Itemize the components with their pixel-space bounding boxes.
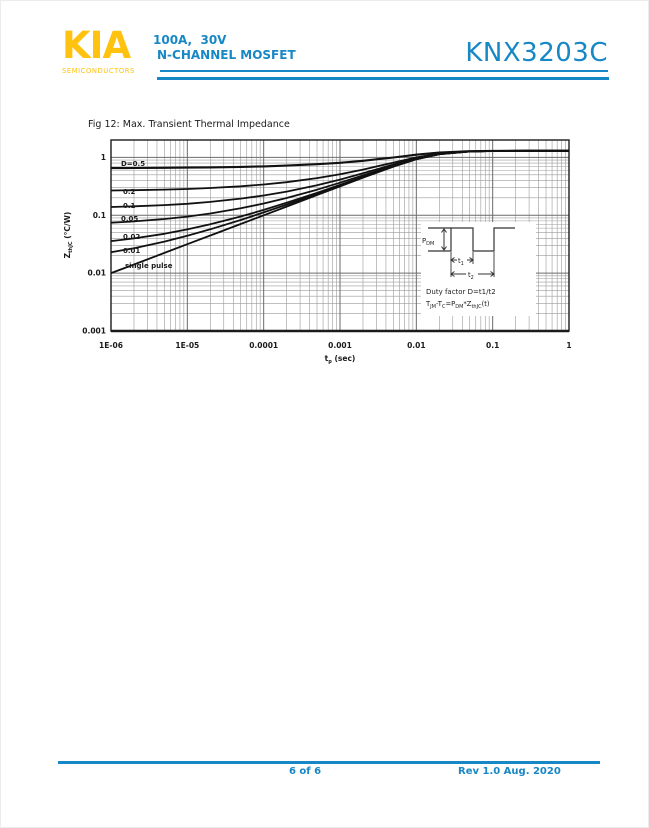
x-tick-label: 0.1 xyxy=(486,341,499,350)
extension-lines xyxy=(450,252,495,277)
pdm-label: PDM xyxy=(422,237,434,247)
x-tick-label: 1E-06 xyxy=(99,341,123,350)
y-axis-title: ZthJC (°C/W) xyxy=(63,212,74,259)
x-axis-title: tp (sec) xyxy=(325,354,356,365)
curve-label: 0.02 xyxy=(123,233,140,241)
revision-label: Rev 1.0 Aug. 2020 xyxy=(458,766,561,777)
y-tick-label: 0.1 xyxy=(93,211,106,220)
y-tick-label: 0.001 xyxy=(82,327,106,336)
header-rule-thick xyxy=(157,77,609,80)
t1-label: t1 xyxy=(458,257,464,267)
device-rating: 100A, 30V xyxy=(153,33,227,47)
header-rule-thin xyxy=(160,70,608,72)
x-tick-label: 0.01 xyxy=(407,341,426,350)
t2-label: t2 xyxy=(468,271,474,281)
x-tick-label: 1E-05 xyxy=(175,341,199,350)
x-tick-label: 0.0001 xyxy=(249,341,278,350)
y-tick-label: 1 xyxy=(101,153,106,162)
kia-logo-text: KIA xyxy=(62,24,131,67)
thermal-impedance-chart: D=0.5 0.2 0.1 0.05 0.02 0.01 single pulse 1E-06… xyxy=(63,139,572,365)
footer-rule xyxy=(58,761,600,764)
part-number: KNX3203C xyxy=(465,38,608,68)
curve-label: 0.1 xyxy=(123,202,136,210)
kia-logo-subtext: SEMICONDUCTORS xyxy=(62,67,135,75)
thermal-formula-caption: TJM-TC=PDM*ZthJC(t) xyxy=(425,300,490,310)
x-tick-label: 0.001 xyxy=(328,341,352,350)
curve-label: 0.01 xyxy=(123,247,140,255)
curve-label: 0.2 xyxy=(123,188,136,196)
curve-label: D=0.5 xyxy=(121,160,145,168)
curve-single-pulse xyxy=(110,149,569,274)
curve-label: 0.05 xyxy=(121,215,138,223)
curves xyxy=(110,149,569,274)
pulse-waveform xyxy=(428,227,515,252)
curve-label: single pulse xyxy=(125,262,173,270)
y-tick-label: 0.01 xyxy=(87,269,106,278)
kia-logo: KIA SEMICONDUCTORS xyxy=(62,24,135,76)
pulse-train xyxy=(428,227,515,252)
page-indicator: 6 of 6 xyxy=(288,766,322,777)
x-tick-label: 1 xyxy=(566,341,571,350)
pdm-arrow xyxy=(441,228,447,251)
duty-cycle-inset: PDM t1 t2 Duty factor D=t1/t2 TJM-TC=PDM*Zth… xyxy=(421,222,536,316)
inset-background xyxy=(421,222,536,316)
device-type: N-CHANNEL MOSFET xyxy=(157,48,296,62)
figure-title: Fig 12: Max. Transient Thermal Impedance xyxy=(88,119,290,130)
duty-factor-caption: Duty factor D=t1/t2 xyxy=(426,288,496,296)
device-summary: 100A, 30V N-CHANNEL MOSFET xyxy=(153,33,296,63)
